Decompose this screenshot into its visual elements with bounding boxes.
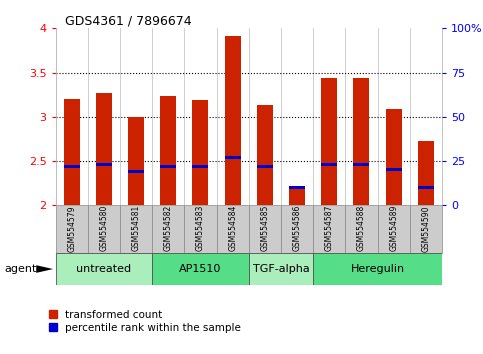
- Bar: [418, 186, 434, 189]
- Bar: [160, 97, 176, 205]
- Text: AP1510: AP1510: [179, 264, 222, 274]
- FancyBboxPatch shape: [152, 253, 249, 285]
- Text: GSM554587: GSM554587: [325, 205, 334, 251]
- Bar: [225, 36, 241, 205]
- Bar: [192, 165, 209, 168]
- FancyBboxPatch shape: [281, 205, 313, 253]
- FancyBboxPatch shape: [345, 205, 378, 253]
- Bar: [289, 188, 305, 205]
- Bar: [321, 78, 337, 205]
- FancyBboxPatch shape: [249, 205, 281, 253]
- Text: GSM554589: GSM554589: [389, 205, 398, 251]
- Bar: [354, 78, 369, 205]
- FancyBboxPatch shape: [88, 205, 120, 253]
- Bar: [289, 186, 305, 189]
- Bar: [225, 156, 241, 159]
- Text: GSM554579: GSM554579: [67, 205, 76, 251]
- FancyBboxPatch shape: [313, 253, 442, 285]
- Text: TGF-alpha: TGF-alpha: [253, 264, 309, 274]
- Bar: [128, 117, 144, 205]
- Text: GSM554590: GSM554590: [421, 205, 430, 251]
- Bar: [418, 141, 434, 205]
- FancyBboxPatch shape: [56, 253, 152, 285]
- Text: GSM554588: GSM554588: [357, 205, 366, 251]
- Bar: [96, 93, 112, 205]
- Bar: [128, 170, 144, 173]
- FancyBboxPatch shape: [185, 205, 216, 253]
- Legend: transformed count, percentile rank within the sample: transformed count, percentile rank withi…: [49, 310, 241, 333]
- Text: GSM554580: GSM554580: [99, 205, 108, 251]
- FancyBboxPatch shape: [152, 205, 185, 253]
- FancyBboxPatch shape: [216, 205, 249, 253]
- FancyBboxPatch shape: [249, 253, 313, 285]
- Bar: [354, 163, 369, 166]
- Text: GDS4361 / 7896674: GDS4361 / 7896674: [65, 14, 192, 27]
- FancyBboxPatch shape: [120, 205, 152, 253]
- Bar: [321, 163, 337, 166]
- FancyBboxPatch shape: [378, 205, 410, 253]
- Bar: [257, 105, 273, 205]
- Text: GSM554585: GSM554585: [260, 205, 270, 251]
- Text: GSM554583: GSM554583: [196, 205, 205, 251]
- Bar: [385, 169, 402, 171]
- Text: Heregulin: Heregulin: [351, 264, 405, 274]
- Polygon shape: [36, 265, 53, 273]
- Bar: [64, 99, 80, 205]
- FancyBboxPatch shape: [313, 205, 345, 253]
- Text: GSM554581: GSM554581: [131, 205, 141, 251]
- Bar: [192, 100, 209, 205]
- FancyBboxPatch shape: [56, 205, 88, 253]
- Text: GSM554584: GSM554584: [228, 205, 237, 251]
- Text: agent: agent: [5, 264, 37, 274]
- Text: untreated: untreated: [76, 264, 131, 274]
- Bar: [257, 165, 273, 168]
- Bar: [160, 165, 176, 168]
- Text: GSM554582: GSM554582: [164, 205, 173, 251]
- Bar: [385, 109, 402, 205]
- FancyBboxPatch shape: [410, 205, 442, 253]
- Bar: [64, 165, 80, 168]
- Text: GSM554586: GSM554586: [293, 205, 301, 251]
- Bar: [96, 163, 112, 166]
